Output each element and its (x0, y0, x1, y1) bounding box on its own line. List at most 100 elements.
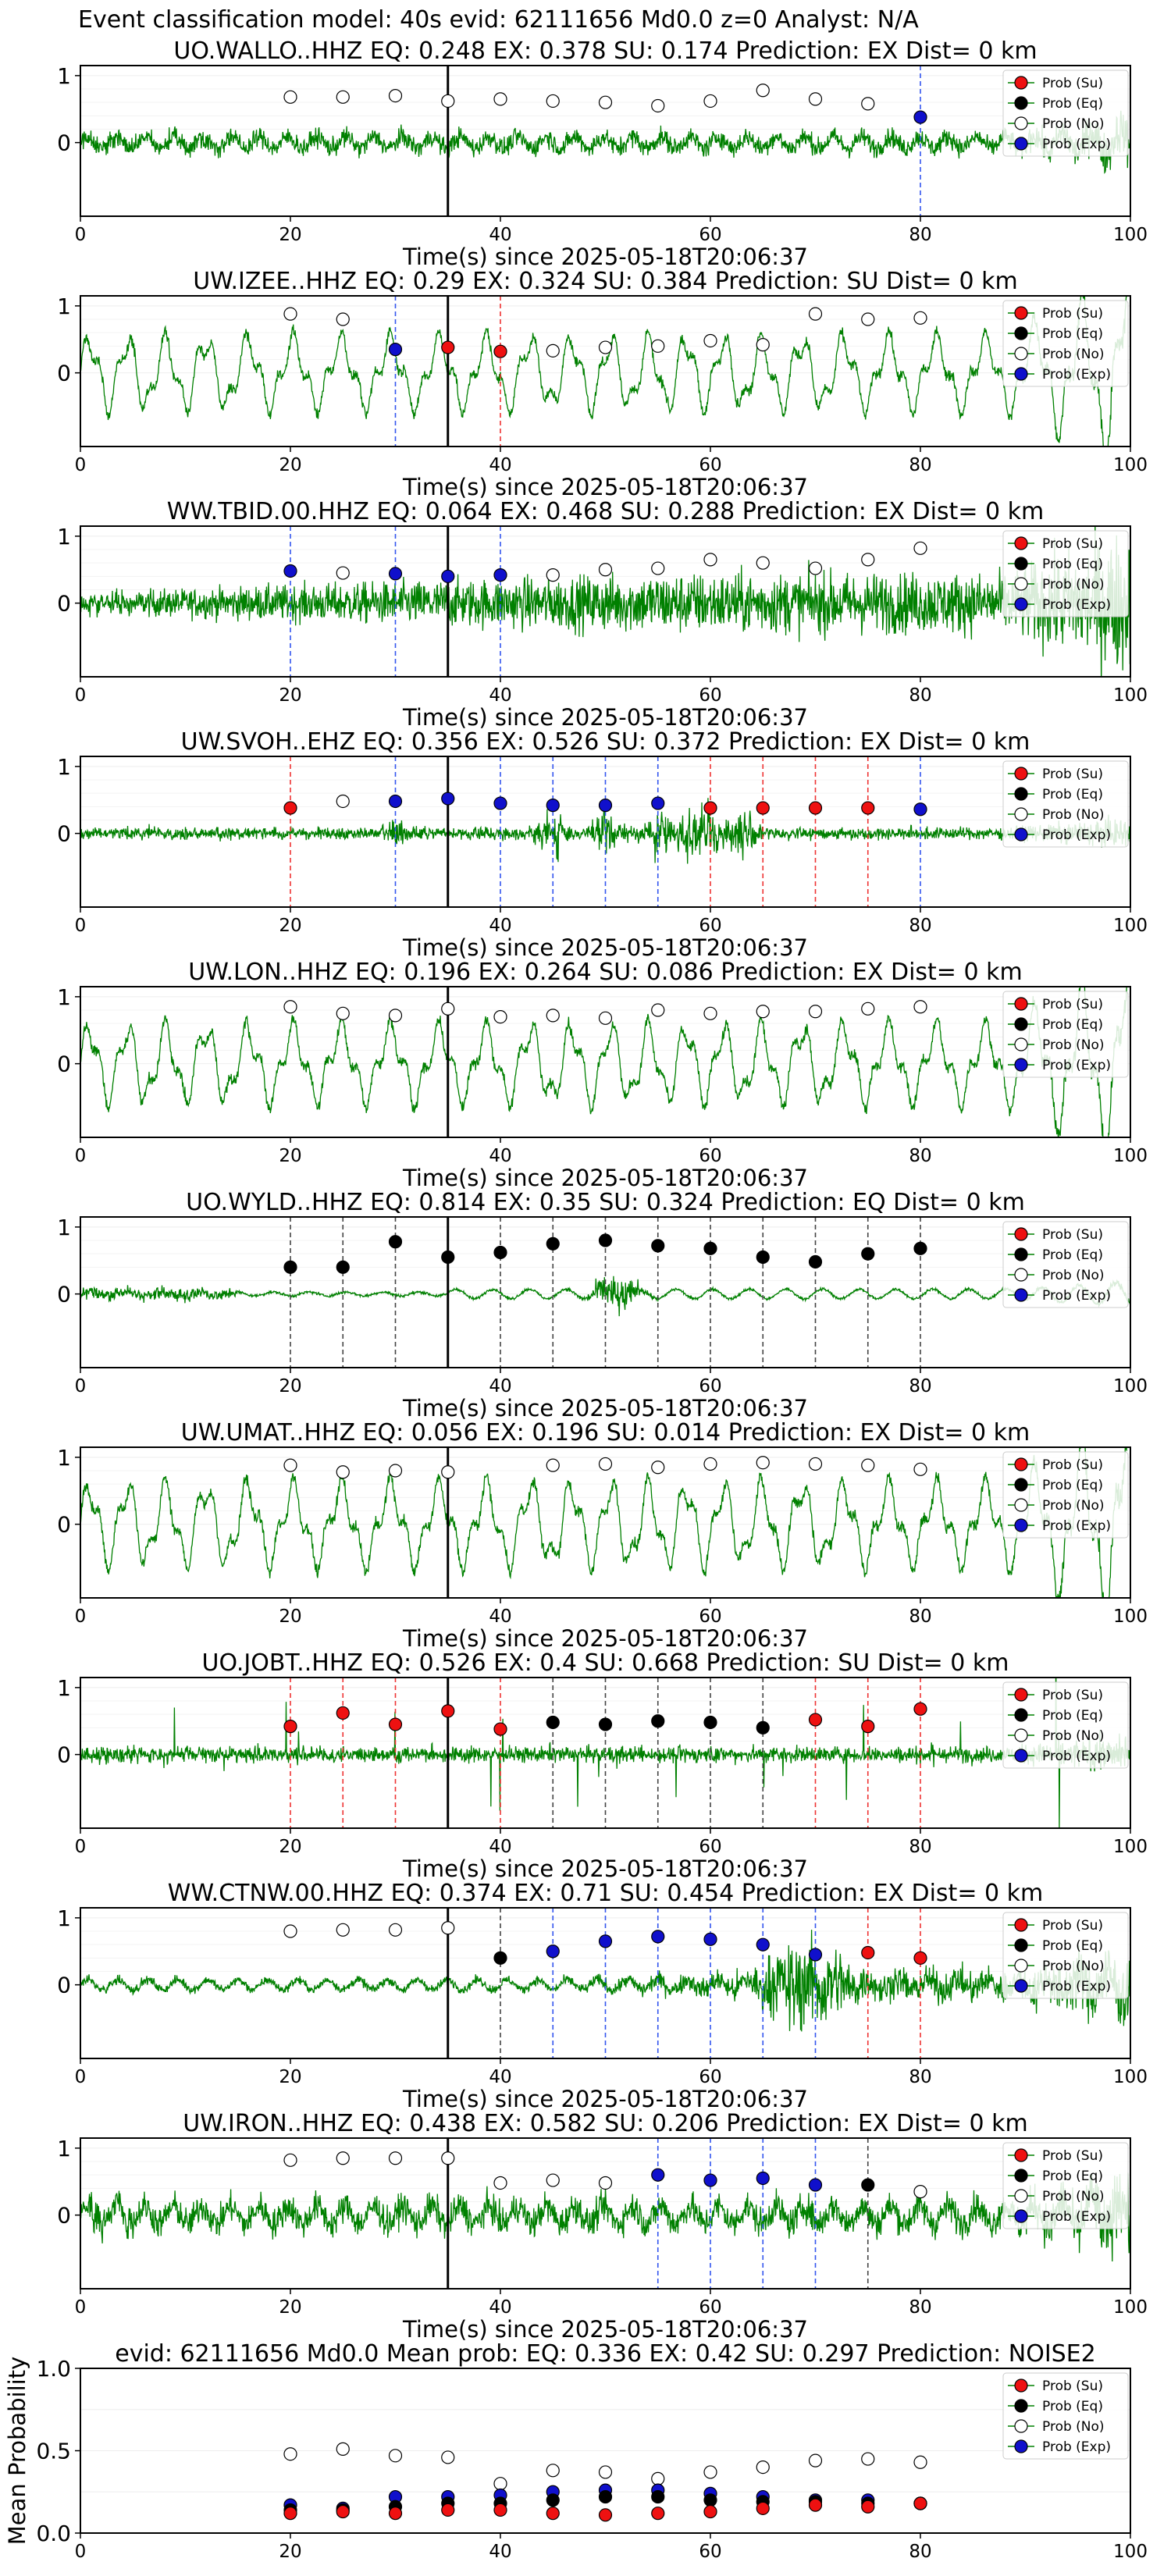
mean-prob-point-su (598, 2508, 613, 2522)
axes-frame (80, 986, 1131, 1138)
waveform-trace (80, 526, 1130, 677)
legend-label-exp: Prob (Exp) (1042, 1979, 1111, 1994)
x-axis-label: Time(s) since 2025-05-18T20:06:37 (402, 934, 808, 961)
x-axis-label: Time(s) since 2025-05-18T20:06:37 (402, 1165, 808, 1191)
x-tick-label: 20 (279, 1606, 301, 1627)
prob-point-su (493, 1722, 507, 1736)
mean-prob-point-eq (651, 2489, 665, 2504)
prob-point-exp (651, 1930, 665, 1944)
prob-point-no (598, 95, 613, 109)
y-tick-label: 1 (57, 1675, 71, 1701)
y-tick-label: 1 (57, 294, 71, 319)
prob-point-no (756, 1456, 770, 1470)
prob-point-exp (441, 792, 455, 806)
legend-label-no: Prob (No) (1042, 807, 1105, 823)
prob-point-no (493, 92, 507, 106)
legend: Prob (Su) Prob (Eq) Prob (No) Prob (Exp) (1002, 1912, 1129, 1999)
prob-point-no (336, 1923, 350, 1937)
mean-prob-point-su (283, 2507, 297, 2521)
legend-label-eq: Prob (Eq) (1042, 787, 1103, 802)
legend-marker-exp (1014, 827, 1028, 841)
prob-point-no (336, 90, 350, 104)
x-tick-label: 40 (489, 685, 511, 706)
x-tick-label: 40 (489, 1146, 511, 1166)
prob-point-no (336, 566, 350, 580)
x-tick-label: 40 (489, 2297, 511, 2318)
prob-point-exp (808, 2178, 823, 2192)
prob-point-no (441, 1921, 455, 1935)
prob-point-no (861, 1002, 875, 1016)
x-tick-label: 60 (699, 225, 721, 245)
x-tick-label: 20 (279, 1837, 301, 1857)
mean-prob-point-no (546, 2464, 560, 2478)
legend-marker-no (1014, 1728, 1028, 1742)
prob-point-no (546, 2173, 560, 2187)
legend: Prob (Su) Prob (Eq) Prob (No) Prob (Exp) (1002, 760, 1129, 848)
axes-frame (80, 65, 1131, 217)
prob-point-no (546, 343, 560, 358)
x-tick-label: 0 (75, 685, 87, 706)
legend-label-exp: Prob (Exp) (1042, 137, 1111, 152)
prob-point-eq (861, 1247, 875, 1261)
x-tick-label: 80 (909, 455, 931, 475)
legend-marker-exp (1014, 137, 1028, 151)
prob-point-eq (756, 1720, 770, 1735)
x-tick-label: 100 (1113, 1376, 1148, 1397)
legend-label-exp: Prob (Exp) (1042, 1749, 1111, 1764)
panel-4: UW.SVOH..EHZ EQ: 0.356 EX: 0.526 SU: 0.3… (57, 728, 1148, 961)
x-tick-label: 40 (489, 225, 511, 245)
mean-prob-point-eq (546, 2493, 560, 2507)
prob-point-eq (861, 2178, 875, 2192)
legend-box (1002, 69, 1129, 157)
legend-marker-su (1014, 2148, 1028, 2162)
y-tick-label: 0 (57, 591, 71, 617)
x-tick-label: 80 (909, 1376, 931, 1397)
panel-title: UO.WALLO..HHZ EQ: 0.248 EX: 0.378 SU: 0.… (173, 37, 1037, 65)
legend-marker-su (1014, 76, 1028, 90)
figure-title: Event classification model: 40s evid: 62… (78, 6, 919, 34)
x-tick-label: 40 (489, 2542, 511, 2562)
prob-point-no (651, 98, 665, 113)
legend-marker-exp (1014, 1518, 1028, 1532)
x-tick-label: 100 (1113, 1606, 1148, 1627)
mean-prob-point-no (493, 2477, 507, 2491)
legend-label-exp: Prob (Exp) (1042, 2439, 1111, 2455)
legend-marker-su (1014, 1457, 1028, 1471)
prob-point-no (493, 2176, 507, 2190)
prob-point-exp (913, 802, 927, 817)
y-tick-label: 1 (57, 1445, 71, 1471)
mean-prob-point-su (493, 2503, 507, 2517)
prob-point-no (598, 1011, 613, 1025)
legend: Prob (Su) Prob (Eq) Prob (No) Prob (Exp) (1002, 991, 1129, 1078)
panel-title: UW.IZEE..HHZ EQ: 0.29 EX: 0.324 SU: 0.38… (193, 268, 1017, 295)
panel-title: UO.WYLD..HHZ EQ: 0.814 EX: 0.35 SU: 0.32… (186, 1189, 1025, 1216)
prob-point-no (441, 1465, 455, 1479)
x-tick-label: 40 (489, 916, 511, 936)
prob-point-eq (546, 1715, 560, 1730)
prob-point-exp (388, 567, 403, 581)
prob-point-exp (283, 564, 297, 578)
x-tick-label: 60 (699, 2542, 721, 2562)
x-tick-label: 60 (699, 1146, 721, 1166)
mean-prob-point-no (651, 2471, 665, 2485)
y-axis-label: Mean Probability (4, 2357, 30, 2546)
legend-marker-exp (1014, 2209, 1028, 2223)
waveform-trace (80, 1447, 1127, 1598)
x-tick-label: 60 (699, 916, 721, 936)
legend-label-su: Prob (Su) (1042, 2148, 1103, 2164)
panel-8: UO.JOBT..HHZ EQ: 0.526 EX: 0.4 SU: 0.668… (57, 1649, 1148, 1882)
x-tick-label: 0 (75, 916, 87, 936)
legend-marker-exp (1014, 1288, 1028, 1302)
legend-box (1002, 991, 1129, 1078)
x-tick-label: 60 (699, 1606, 721, 1627)
y-tick-label: 0 (57, 1742, 71, 1768)
legend-marker-su (1014, 1227, 1028, 1241)
legend-label-eq: Prob (Eq) (1042, 1017, 1103, 1033)
prob-point-no (336, 312, 350, 326)
legend-label-no: Prob (No) (1042, 1959, 1105, 1974)
x-tick-label: 0 (75, 1606, 87, 1627)
mean-prob-point-su (336, 2504, 350, 2519)
prob-point-no (283, 1458, 297, 1472)
prob-point-no (703, 94, 717, 109)
prob-point-exp (441, 569, 455, 583)
